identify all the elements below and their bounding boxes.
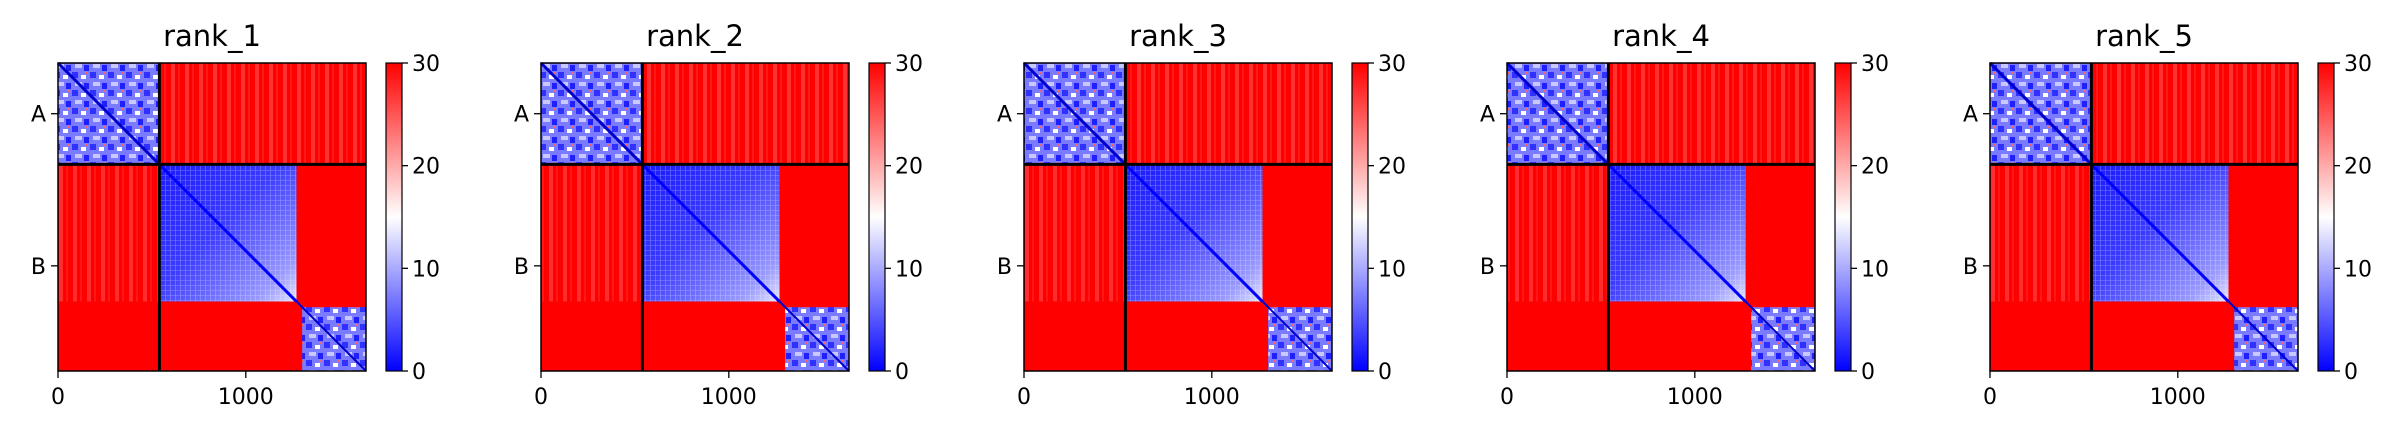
plot-frame bbox=[1989, 62, 2299, 372]
heatmap-block-ab bbox=[159, 63, 366, 165]
xtick-label: 1000 bbox=[701, 385, 757, 410]
colorbar bbox=[1351, 62, 1369, 372]
xtick-label: 0 bbox=[534, 385, 548, 410]
colorbar bbox=[868, 62, 886, 372]
ytick-label-A: A bbox=[514, 103, 529, 128]
xtick-label: 1000 bbox=[2150, 385, 2206, 410]
heatmap-block-ba bbox=[1990, 164, 2092, 302]
heatmap-block-ab bbox=[1608, 63, 1815, 165]
colorbar-tick-label: 10 bbox=[2344, 257, 2372, 282]
xtick-label: 0 bbox=[1500, 385, 1514, 410]
colorbar-tick-label: 0 bbox=[1861, 360, 1875, 385]
xtick-label: 0 bbox=[1017, 385, 1031, 410]
colorbar-tick-label: 10 bbox=[1861, 257, 1889, 282]
heatmap-block-ba bbox=[1507, 164, 1609, 302]
heatmap-diagonal-b2 bbox=[295, 300, 367, 372]
colorbar bbox=[385, 62, 403, 372]
xtick-label: 1000 bbox=[218, 385, 274, 410]
heatmap-panel-2: rank_2 A B 0 1000 0 10 20 30 bbox=[514, 19, 923, 410]
heatmap-panel-5: rank_5 A B 0 1000 0 10 20 30 bbox=[1963, 19, 2372, 410]
heatmap-diagonal-b2 bbox=[1261, 300, 1333, 372]
colorbar-tick-label: 0 bbox=[412, 360, 426, 385]
panel-title: rank_1 bbox=[163, 19, 261, 53]
plot-frame bbox=[540, 62, 850, 372]
heatmap-diagonal-b bbox=[641, 163, 781, 303]
ytick-label-B: B bbox=[1963, 255, 1978, 280]
heatmap-diagonal-b bbox=[1607, 163, 1747, 303]
colorbar-tick-label: 30 bbox=[1378, 52, 1406, 77]
xtick-label: 0 bbox=[51, 385, 65, 410]
plot-frame bbox=[1023, 62, 1333, 372]
plot-frame bbox=[1506, 62, 1816, 372]
ytick-label-A: A bbox=[31, 103, 46, 128]
plot-frame bbox=[57, 62, 367, 372]
heatmap-diagonal-b bbox=[1124, 163, 1264, 303]
heatmap-diagonal-b bbox=[158, 163, 298, 303]
ytick-label-B: B bbox=[997, 255, 1012, 280]
heatmap-block-ba bbox=[1024, 164, 1126, 302]
colorbar-tick-label: 20 bbox=[895, 155, 923, 180]
heatmap-block-ab bbox=[642, 63, 849, 165]
colorbar-tick-label: 20 bbox=[1861, 155, 1889, 180]
heatmap-diagonal-a bbox=[539, 61, 644, 166]
panel-title: rank_4 bbox=[1612, 19, 1710, 53]
ytick-label-A: A bbox=[997, 103, 1012, 128]
colorbar bbox=[2317, 62, 2335, 372]
colorbar-tick-label: 30 bbox=[412, 52, 440, 77]
heatmap-block-ba bbox=[541, 164, 643, 302]
heatmap-block-ab bbox=[2091, 63, 2298, 165]
colorbar-tick-label: 30 bbox=[1861, 52, 1889, 77]
colorbar-tick-label: 30 bbox=[2344, 52, 2372, 77]
colorbar-tick-label: 20 bbox=[412, 155, 440, 180]
colorbar-tick-label: 0 bbox=[1378, 360, 1392, 385]
colorbar-tick-label: 10 bbox=[895, 257, 923, 282]
colorbar-tick-label: 30 bbox=[895, 52, 923, 77]
colorbar-tick-label: 0 bbox=[2344, 360, 2358, 385]
ytick-label-A: A bbox=[1963, 103, 1978, 128]
ytick-label-B: B bbox=[1480, 255, 1495, 280]
heatmap-diagonal-b2 bbox=[778, 300, 850, 372]
heatmap-block-ab bbox=[1125, 63, 1332, 165]
colorbar-tick-label: 20 bbox=[1378, 155, 1406, 180]
colorbar-tick-label: 10 bbox=[1378, 257, 1406, 282]
xtick-label: 0 bbox=[1983, 385, 1997, 410]
ytick-label-B: B bbox=[514, 255, 529, 280]
heatmap-diagonal-a bbox=[56, 61, 161, 166]
heatmap-panel-3: rank_3 A B 0 1000 0 10 20 30 bbox=[997, 19, 1406, 410]
heatmap-diagonal-a bbox=[1505, 61, 1610, 166]
colorbar bbox=[1834, 62, 1852, 372]
ytick-label-B: B bbox=[31, 255, 46, 280]
heatmap-diagonal-b2 bbox=[1744, 300, 1816, 372]
xtick-label: 1000 bbox=[1667, 385, 1723, 410]
heatmap-panel-1: rank_1 A B 0 1000 0 10 20 30 bbox=[31, 19, 440, 410]
heatmap-block-ba bbox=[58, 164, 160, 302]
ytick-label-A: A bbox=[1480, 103, 1495, 128]
panel-title: rank_3 bbox=[1129, 19, 1227, 53]
heatmap-diagonal-a bbox=[1988, 61, 2093, 166]
heatmap-diagonal-b bbox=[2090, 163, 2230, 303]
colorbar-tick-label: 0 bbox=[895, 360, 909, 385]
panel-title: rank_5 bbox=[2095, 19, 2193, 53]
heatmap-diagonal-a bbox=[1022, 61, 1127, 166]
colorbar-tick-label: 20 bbox=[2344, 155, 2372, 180]
heatmap-diagonal-b2 bbox=[2227, 300, 2299, 372]
colorbar-tick-label: 10 bbox=[412, 257, 440, 282]
xtick-label: 1000 bbox=[1184, 385, 1240, 410]
heatmap-panel-4: rank_4 A B 0 1000 0 10 20 30 bbox=[1480, 19, 1889, 410]
panel-title: rank_2 bbox=[646, 19, 744, 53]
